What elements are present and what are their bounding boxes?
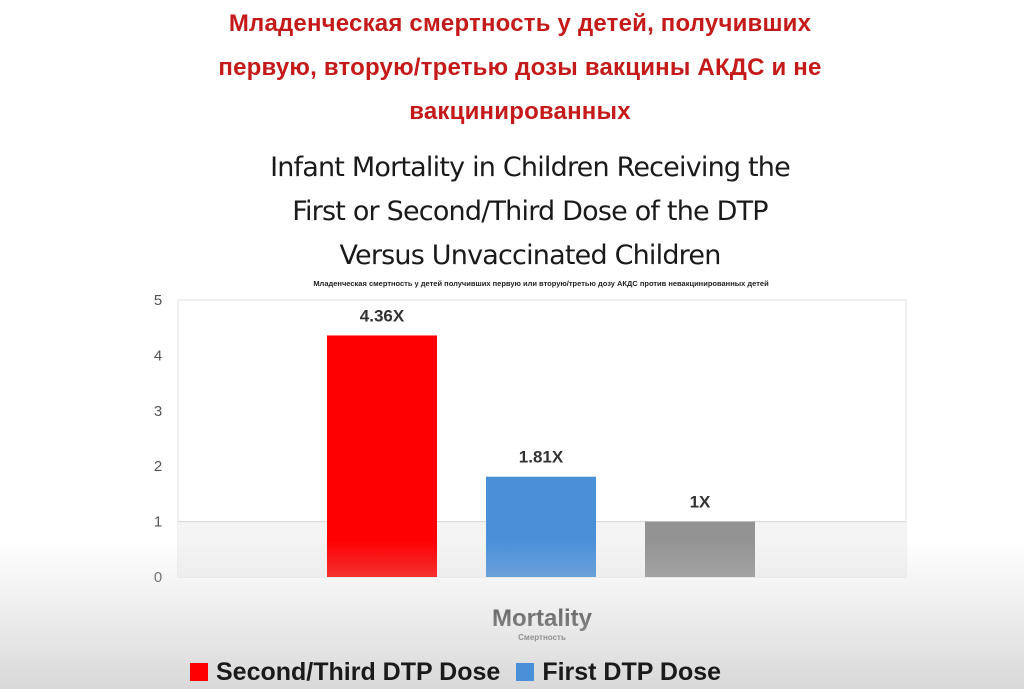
english-title: Infant Mortality in Children Receiving t… [200,146,860,278]
russian-title-line-2: первую, вторую/третью дозы вакцины АКДС … [218,54,822,81]
legend-label: Second/Third DTP Dose [216,657,501,686]
bar [327,335,437,577]
russian-title-line-1: Младенческая смертность у детей, получив… [228,10,812,37]
legend-item-first-dose: First DTP Dose [516,658,721,687]
legend-swatch-red [190,663,208,681]
data-label: 4.36X [360,306,405,325]
y-tick-label: 1 [154,514,162,531]
english-title-line-1: Infant Mortality in Children Receiving t… [270,152,791,183]
legend-item-second-third-dose: Second/Third DTP Dose [190,658,500,687]
bar [645,521,755,577]
y-tick-label: 4 [154,347,162,364]
russian-title-line-3: вакцинированных [409,98,631,125]
data-label: 1.81X [519,448,564,467]
y-tick-label: 2 [154,458,162,475]
chart-legend: Second/Third DTP Dose First DTP Dose [190,652,737,692]
data-labels: 4.36X 1.81X 1X [360,306,711,511]
y-tick-label: 3 [154,403,162,420]
x-axis-label: Mortality [492,605,593,632]
legend-label: First DTP Dose [542,657,722,686]
english-title-line-2: First or Second/Third Dose of the DTP [292,196,768,227]
english-title-line-3: Versus Unvaccinated Children [339,240,721,271]
bar [486,476,596,577]
russian-title: Младенческая смертность у детей, получив… [120,2,920,134]
y-tick-label: 0 [154,569,162,586]
x-axis-sublabel: Смертность [518,633,566,642]
y-axis-ticks: 0 1 2 3 4 5 [154,292,162,586]
data-label: 1X [690,493,711,512]
chart-subtitle: Младенческая смертность у детей получивш… [313,279,769,288]
legend-swatch-blue [516,663,535,681]
y-tick-label: 5 [154,292,162,309]
